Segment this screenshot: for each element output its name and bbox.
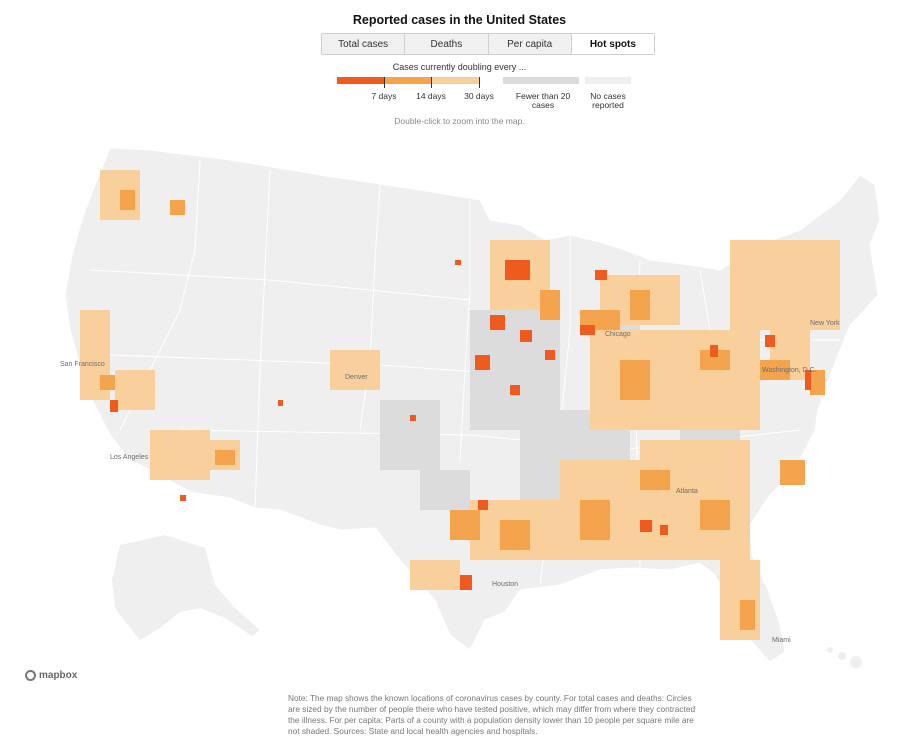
- tab-total-cases[interactable]: Total cases: [322, 34, 406, 54]
- city-label-los-angeles: Los Angeles: [110, 454, 149, 461]
- footnote: Note: The map shows the known locations …: [288, 693, 696, 736]
- city-label-new-york: New York: [810, 320, 840, 327]
- legend-swatch-no-cases: [585, 77, 631, 84]
- city-label-san-francisco: San Francisco: [60, 361, 105, 368]
- zoom-hint: Double-click to zoom into the map.: [394, 116, 525, 126]
- city-label-miami: Miami: [772, 637, 791, 644]
- hawaii: [827, 647, 862, 668]
- legend-swatch-fewer-than-20: [503, 77, 579, 84]
- city-label-denver: Denver: [345, 374, 368, 381]
- legend-label-30-days: 30 days: [464, 91, 494, 101]
- city-label-houston: Houston: [492, 581, 518, 588]
- city-label-atlanta: Atlanta: [676, 488, 698, 495]
- legend-tick-7: [384, 77, 385, 88]
- legend-label-7-days: 7 days: [371, 91, 397, 101]
- legend-label-no-cases: No cases reported: [590, 91, 626, 110]
- legend-label-14-days: 14 days: [416, 91, 446, 101]
- city-label-chicago: Chicago: [605, 331, 631, 338]
- mapbox-icon: [25, 670, 36, 681]
- tab-per-capita[interactable]: Per capita: [488, 34, 572, 54]
- us-county-map[interactable]: San Francisco Los Angeles Denver Chicago…: [0, 130, 919, 685]
- mapbox-label: mapbox: [39, 670, 78, 681]
- legend-swatch-30-days: [431, 77, 479, 84]
- legend-swatch-14-days: [384, 77, 431, 84]
- tab-deaths[interactable]: Deaths: [405, 34, 489, 54]
- counties-7-days: [110, 260, 811, 590]
- view-tabs: Total cases Deaths Per capita Hot spots: [321, 33, 655, 55]
- legend: 7 days 14 days 30 days Fewer than 20 cas…: [337, 77, 637, 117]
- legend-tick-14: [431, 77, 432, 88]
- tab-hot-spots[interactable]: Hot spots: [571, 34, 654, 54]
- legend-tick-30: [479, 77, 480, 88]
- legend-label-fewer-than-20: Fewer than 20 cases: [515, 91, 571, 110]
- alaska: [112, 535, 260, 640]
- legend-swatch-7-days: [337, 77, 384, 84]
- city-label-washington: Washington, D.C.: [762, 367, 817, 374]
- legend-title: Cases currently doubling every ...: [392, 62, 527, 72]
- mapbox-attribution[interactable]: mapbox: [25, 670, 77, 681]
- map-title: Reported cases in the United States: [352, 13, 567, 27]
